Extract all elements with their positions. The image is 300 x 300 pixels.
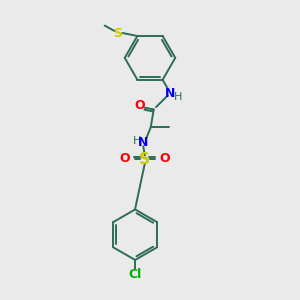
Text: O: O [134, 98, 145, 112]
Text: S: S [139, 152, 150, 166]
Text: H: H [133, 136, 141, 146]
Text: H: H [174, 92, 183, 102]
Text: O: O [159, 152, 170, 165]
Text: Cl: Cl [128, 268, 142, 281]
Text: N: N [165, 87, 175, 100]
Text: S: S [113, 26, 122, 40]
Text: O: O [120, 152, 130, 165]
Text: N: N [138, 136, 148, 149]
